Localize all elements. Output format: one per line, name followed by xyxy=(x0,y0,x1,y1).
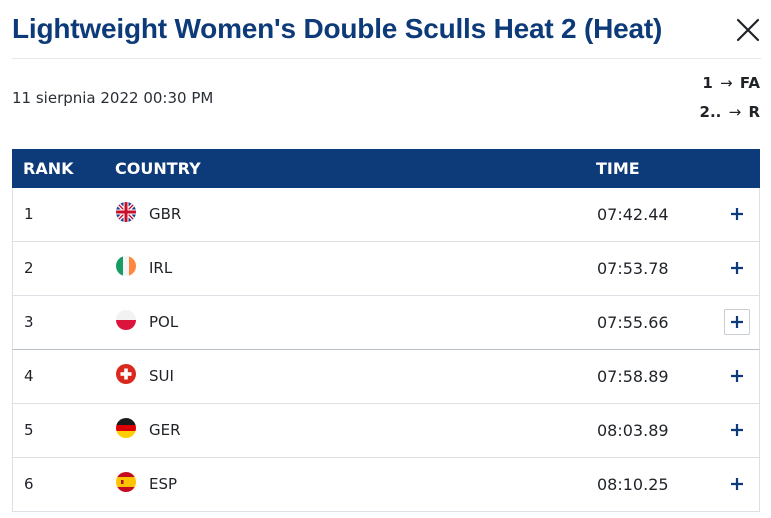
rank-column-header: RANK xyxy=(23,159,74,178)
rank-cell: 6 xyxy=(24,475,34,493)
plus-icon xyxy=(731,424,743,436)
arrow-right-icon: → xyxy=(728,103,742,121)
progression-target: FA xyxy=(739,74,760,92)
country-cell: IRL xyxy=(149,259,173,277)
rank-cell: 1 xyxy=(24,205,34,223)
uk-flag-icon xyxy=(116,202,136,222)
modal-header: Lightweight Women's Double Sculls Heat 2… xyxy=(0,0,771,58)
close-icon xyxy=(736,18,760,42)
plus-icon xyxy=(731,478,743,490)
rank-cell: 3 xyxy=(24,313,34,331)
country-cell: GBR xyxy=(149,205,182,223)
expand-row-button[interactable] xyxy=(724,417,750,443)
country-cell: POL xyxy=(149,313,179,331)
time-cell: 07:53.78 xyxy=(597,259,669,278)
country-column-header: COUNTRY xyxy=(115,159,201,178)
arrow-right-icon: → xyxy=(720,74,733,92)
expand-row-button[interactable] xyxy=(724,201,750,227)
country-cell: ESP xyxy=(149,475,178,493)
table-row: 4 SUI 07:58.89 xyxy=(12,350,760,404)
spain-flag-icon xyxy=(116,472,136,492)
poland-flag-icon xyxy=(116,310,136,330)
time-cell: 07:42.44 xyxy=(597,205,669,224)
results-table: RANK COUNTRY TIME 1 GBR 07:42.44 2 xyxy=(12,149,760,512)
rank-cell: 2 xyxy=(24,259,34,277)
table-header: RANK COUNTRY TIME xyxy=(12,149,760,188)
rank-cell: 4 xyxy=(24,367,34,385)
time-cell: 08:10.25 xyxy=(597,475,669,494)
expand-row-button[interactable] xyxy=(724,363,750,389)
header-divider xyxy=(12,58,761,59)
expand-row-button[interactable] xyxy=(724,309,750,335)
table-row: 5 GER 08:03.89 xyxy=(12,404,760,458)
switzerland-flag-icon xyxy=(116,364,136,384)
progression-places: 2.. xyxy=(699,103,722,121)
progression-rule: 1 → FA xyxy=(700,72,760,101)
expand-row-button[interactable] xyxy=(724,471,750,497)
table-row: 2 IRL 07:53.78 xyxy=(12,242,760,296)
expand-row-button[interactable] xyxy=(724,255,750,281)
country-cell: SUI xyxy=(149,367,174,385)
page-title: Lightweight Women's Double Sculls Heat 2… xyxy=(12,13,663,44)
progression-target: R xyxy=(748,103,760,121)
close-button[interactable] xyxy=(736,18,760,42)
time-cell: 08:03.89 xyxy=(597,421,669,440)
progression-rule: 2.. → R xyxy=(700,101,760,130)
table-row: 3 POL 07:55.66 xyxy=(12,296,760,350)
table-row: 1 GBR 07:42.44 xyxy=(12,188,760,242)
plus-icon xyxy=(731,316,743,328)
time-cell: 07:58.89 xyxy=(597,367,669,386)
germany-flag-icon xyxy=(116,418,136,438)
plus-icon xyxy=(731,370,743,382)
progression-rules: 1 → FA 2.. → R xyxy=(700,72,760,130)
plus-icon xyxy=(731,208,743,220)
progression-places: 1 xyxy=(702,74,713,92)
rank-cell: 5 xyxy=(24,421,34,439)
table-row: 6 ESP 08:10.25 xyxy=(12,458,760,512)
race-date: 11 sierpnia 2022 00:30 PM xyxy=(12,89,214,107)
time-cell: 07:55.66 xyxy=(597,313,669,332)
plus-icon xyxy=(731,262,743,274)
time-column-header: TIME xyxy=(596,159,640,178)
country-cell: GER xyxy=(149,421,181,439)
ireland-flag-icon xyxy=(116,256,136,276)
